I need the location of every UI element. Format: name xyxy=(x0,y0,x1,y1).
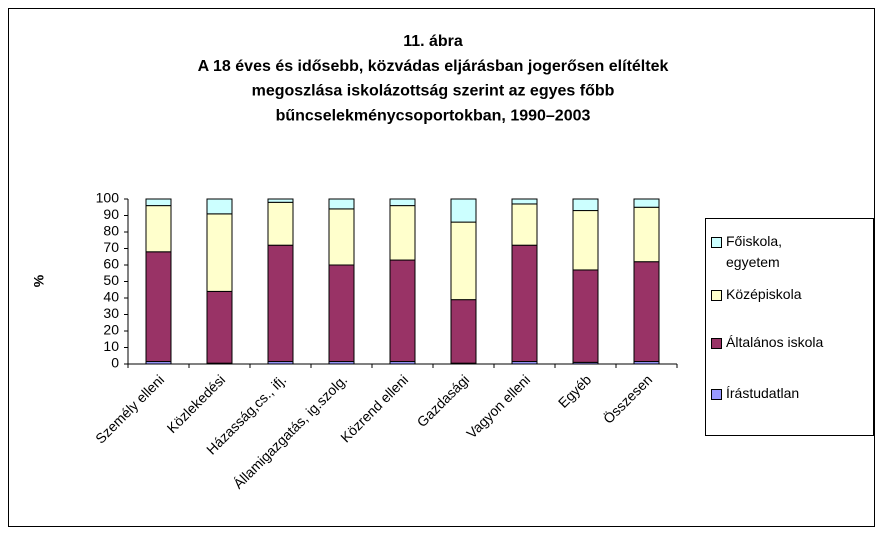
bar-segment xyxy=(389,259,416,363)
legend-box xyxy=(705,218,874,436)
bar-segment xyxy=(389,198,416,207)
bar-segment xyxy=(633,206,660,263)
legend-item: Általános iskola xyxy=(711,332,823,353)
legend-item: Főiskola, egyetem xyxy=(711,231,816,273)
y-tick-label: 10 xyxy=(103,338,119,354)
y-tick-label: 20 xyxy=(103,322,119,338)
y-tick-label: 40 xyxy=(103,289,119,305)
bar-segment xyxy=(267,201,294,246)
y-tick-label: 30 xyxy=(103,305,119,321)
bar-segment xyxy=(511,198,538,205)
y-tick-label: 100 xyxy=(96,190,120,206)
bar-segment xyxy=(389,205,416,261)
bar-segment xyxy=(145,198,172,207)
bar-segment xyxy=(633,261,660,363)
legend-swatch xyxy=(711,237,722,248)
bar-segment xyxy=(206,290,233,364)
legend-item: Középiskola xyxy=(711,284,802,305)
bar-segment xyxy=(450,299,477,364)
legend-item: Írástudatlan xyxy=(711,383,799,404)
x-tick-label: Összesen xyxy=(599,371,655,427)
y-tick-label: 90 xyxy=(103,206,119,222)
bar-segment xyxy=(206,213,233,292)
bar-segment xyxy=(511,203,538,246)
legend-label: Általános iskola xyxy=(726,334,824,350)
bar-segment xyxy=(328,198,355,210)
legend: Írástudatlan Általános iskola Középiskola F… xyxy=(706,219,874,435)
x-tick-label: Közlekedési xyxy=(164,371,229,436)
bar-segment xyxy=(328,264,355,363)
bar-segment xyxy=(145,251,172,363)
x-tick-label: Személy elleni xyxy=(92,371,167,446)
legend-swatch xyxy=(711,338,722,349)
bar-segment xyxy=(267,198,294,203)
legend-swatch xyxy=(711,290,722,301)
bar-segment xyxy=(450,221,477,301)
x-tick-label: Vagyon elleni xyxy=(463,371,533,441)
chart-title: bűncselekménycsoportokban, 1990–2003 xyxy=(276,107,591,124)
y-tick-label: 80 xyxy=(103,223,119,239)
chart-title: A 18 éves és idősebb, közvádas eljárásba… xyxy=(198,58,669,75)
bar-segment xyxy=(511,244,538,363)
chart-title: megoszlása iskolázottság szerint az egye… xyxy=(252,83,615,100)
bar-segment xyxy=(572,269,599,363)
bar-segment xyxy=(145,205,172,253)
bar-segment xyxy=(450,198,477,223)
bar-segment xyxy=(572,198,599,212)
x-tick-label: Gazdasági xyxy=(414,371,473,430)
bar-segment xyxy=(572,210,599,271)
legend-label: Középiskola xyxy=(726,286,802,302)
x-tick-label: Államigazgatás, ig.szolg. xyxy=(230,371,350,491)
y-tick-label: 60 xyxy=(103,256,119,272)
bar-segment xyxy=(633,198,660,208)
chart-title: 11. ábra xyxy=(403,33,463,50)
bar-segment xyxy=(206,198,233,215)
legend-label: Írástudatlan xyxy=(726,385,800,401)
y-tick-label: 50 xyxy=(103,272,119,288)
y-axis-label: % xyxy=(31,274,47,287)
y-tick-label: 70 xyxy=(103,239,119,255)
y-tick-label: 0 xyxy=(111,355,119,371)
x-tick-label: Egyéb xyxy=(555,371,595,411)
legend-label: Főiskola, egyetem xyxy=(726,233,783,270)
bar-segment xyxy=(267,244,294,363)
legend-swatch xyxy=(711,389,722,400)
bar-segment xyxy=(328,208,355,266)
